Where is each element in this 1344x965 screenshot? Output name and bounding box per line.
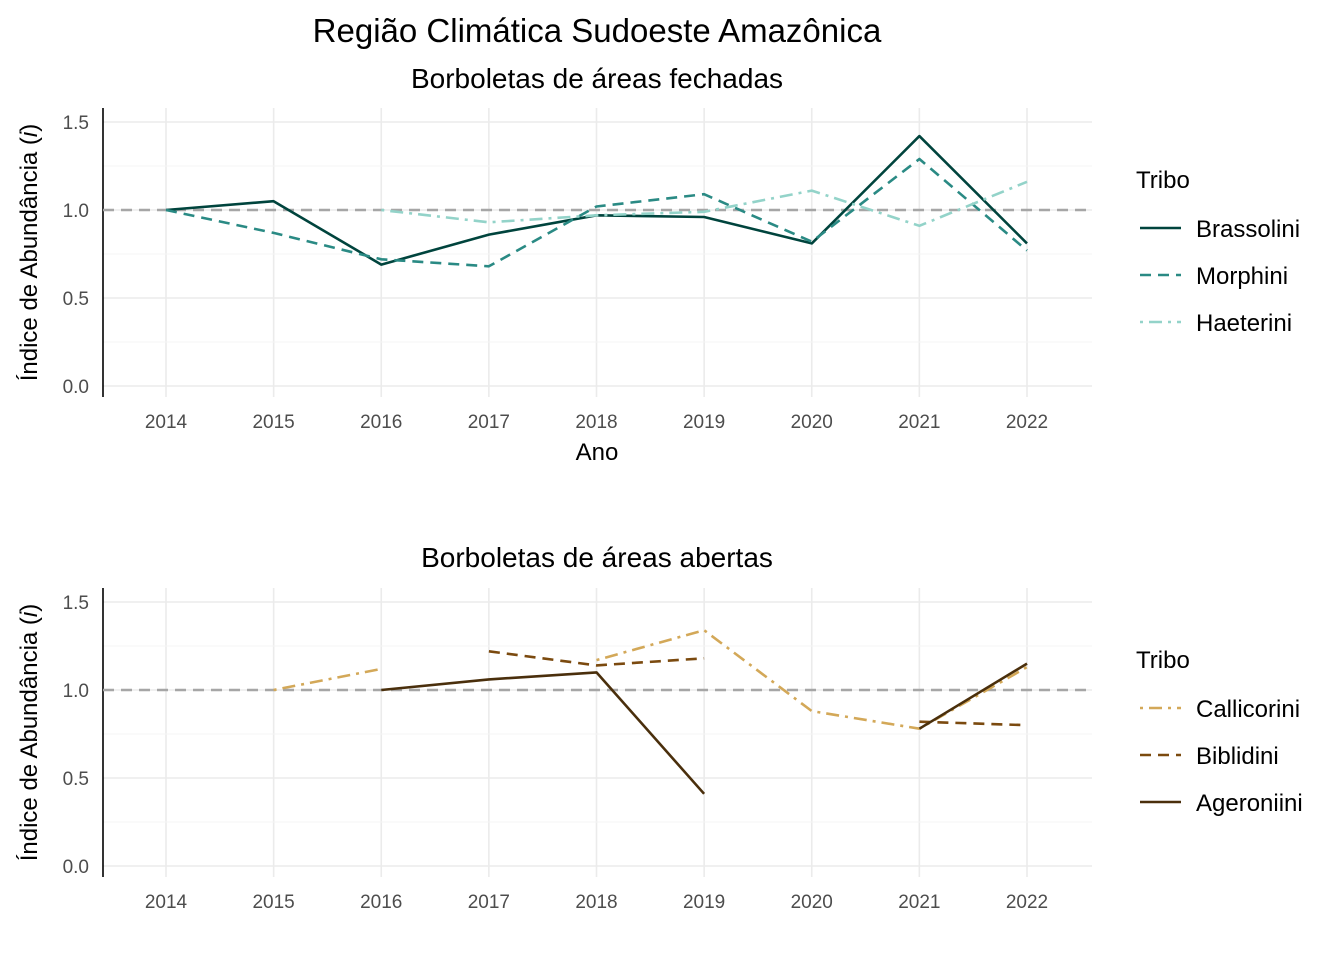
x-tick-label: 2015 [252,412,294,433]
y-tick-label: 1.5 [63,113,89,134]
series-line [596,628,1028,731]
x-tick-label: 2022 [1006,412,1048,433]
y-tick-label: 0.0 [63,377,89,398]
y-tick-label: 1.5 [63,593,89,614]
legend-title: Tribo [1136,167,1190,194]
figure-title: Região Climática Sudoeste Amazônica [313,12,882,49]
x-tick-label: 2021 [898,412,940,433]
legend-label: Biblidini [1196,743,1279,770]
x-tick-label: 2017 [468,412,510,433]
y-tick-label: 0.5 [63,289,89,310]
x-tick-label: 2016 [360,412,402,433]
x-tick-label: 2019 [683,412,725,433]
x-tick-label: 2022 [1006,892,1048,913]
x-tick-label: 2020 [791,892,833,913]
legend-title: Tribo [1136,647,1190,674]
series-line [381,671,706,795]
x-tick-label: 2018 [575,412,617,433]
y-axis-title: Índice de Abundância (i) [16,604,43,862]
panel-closed-areas: Borboletas de áreas fechadas 0.0 0.5 1.0 1.5… [16,63,1300,466]
legend-label: Callicorini [1196,696,1300,723]
legend-label: Brassolini [1196,216,1300,243]
x-tick-label: 2017 [468,892,510,913]
x-tick-label: 2018 [575,892,617,913]
y-tick-label: 0.5 [63,769,89,790]
panel-title: Borboletas de áreas abertas [421,542,773,573]
legend-label: Haeterini [1196,310,1292,337]
gridlines [103,588,1092,877]
y-tick-label: 1.0 [63,681,89,702]
series-line [488,650,705,667]
series-line [918,662,1028,730]
x-tick-label: 2021 [898,892,940,913]
panel-title: Borboletas de áreas fechadas [411,63,783,94]
y-tick-label: 1.0 [63,201,89,222]
x-tick-label: 2020 [791,412,833,433]
y-axis-title: Índice de Abundância (i) [16,124,43,382]
x-axis-title: Ano [576,439,619,466]
panel-open-areas: Borboletas de áreas abertas 0.0 0.5 1.0 1.5 2… [16,542,1303,913]
x-tick-label: 2019 [683,892,725,913]
x-tick-label: 2015 [252,892,294,913]
x-tick-label: 2014 [145,412,188,433]
legend-label: Ageroniini [1196,790,1303,817]
y-tick-label: 0.0 [63,857,89,878]
series-line [165,157,1028,268]
legend-label: Morphini [1196,263,1288,290]
series-line [381,180,1028,228]
series-line [919,720,1028,727]
x-tick-label: 2014 [145,892,188,913]
x-tick-label: 2016 [360,892,402,913]
series-line [273,667,382,692]
gridlines [103,108,1092,397]
